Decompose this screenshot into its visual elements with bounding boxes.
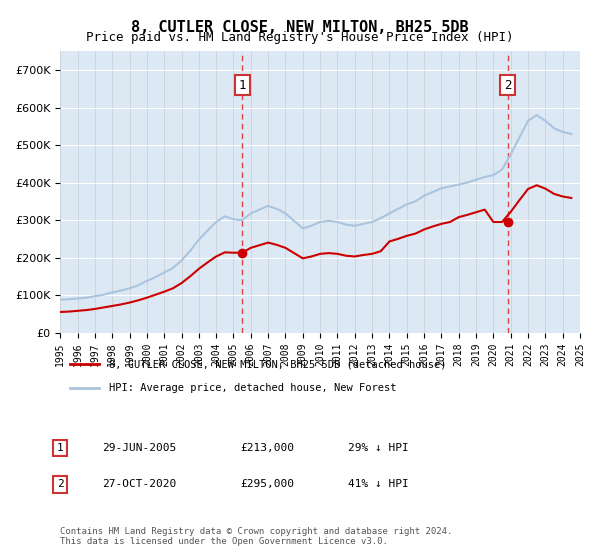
- Text: 41% ↓ HPI: 41% ↓ HPI: [348, 479, 409, 489]
- Text: 1: 1: [56, 443, 64, 453]
- Text: 29-JUN-2005: 29-JUN-2005: [102, 443, 176, 453]
- Text: 2: 2: [56, 479, 64, 489]
- Text: Contains HM Land Registry data © Crown copyright and database right 2024.
This d: Contains HM Land Registry data © Crown c…: [60, 526, 452, 546]
- Text: Price paid vs. HM Land Registry's House Price Index (HPI): Price paid vs. HM Land Registry's House …: [86, 31, 514, 44]
- Text: £295,000: £295,000: [240, 479, 294, 489]
- Text: 29% ↓ HPI: 29% ↓ HPI: [348, 443, 409, 453]
- Text: 1: 1: [238, 78, 246, 92]
- Text: 8, CUTLER CLOSE, NEW MILTON, BH25 5DB (detached house): 8, CUTLER CLOSE, NEW MILTON, BH25 5DB (d…: [109, 359, 446, 369]
- Text: £213,000: £213,000: [240, 443, 294, 453]
- Text: 8, CUTLER CLOSE, NEW MILTON, BH25 5DB: 8, CUTLER CLOSE, NEW MILTON, BH25 5DB: [131, 20, 469, 35]
- Text: HPI: Average price, detached house, New Forest: HPI: Average price, detached house, New …: [109, 383, 397, 393]
- Text: 2: 2: [504, 78, 512, 92]
- Text: 27-OCT-2020: 27-OCT-2020: [102, 479, 176, 489]
